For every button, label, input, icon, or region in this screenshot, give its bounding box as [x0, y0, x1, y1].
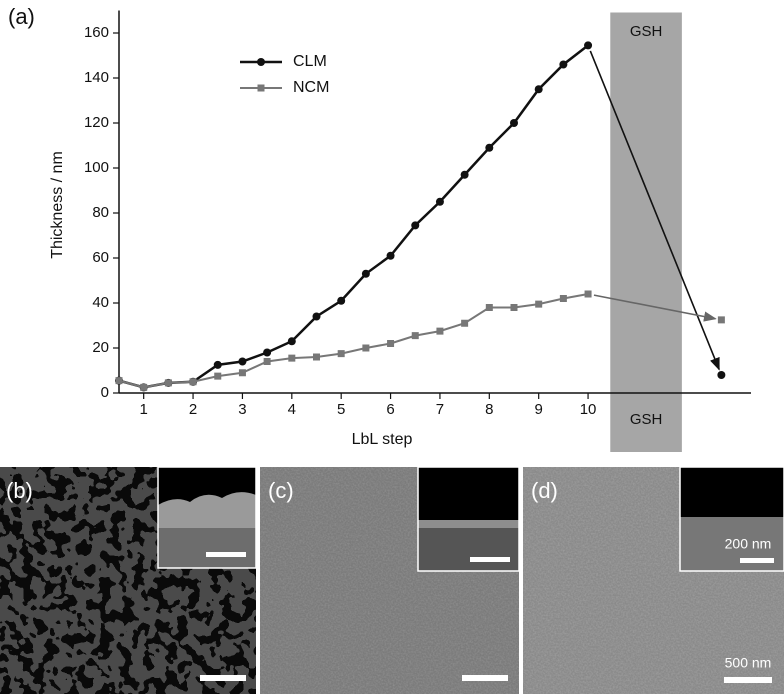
data-point — [717, 316, 725, 324]
panel-label: (a) — [8, 4, 35, 29]
y-axis-label: Thickness / nm — [49, 151, 66, 259]
data-point — [584, 290, 592, 298]
x-tick-label: 4 — [288, 401, 296, 418]
data-point — [288, 354, 296, 362]
data-point — [584, 41, 593, 50]
y-tick-label: 120 — [84, 114, 109, 131]
series-line — [118, 293, 589, 389]
data-point — [436, 327, 444, 335]
x-tick-label: 7 — [436, 401, 444, 418]
x-axis-label: LbL step — [352, 431, 413, 448]
legend-marker — [257, 58, 265, 66]
y-tick-label: 0 — [101, 384, 109, 401]
legend-marker — [257, 84, 265, 92]
data-point — [312, 312, 321, 321]
gsh-arrow — [589, 50, 720, 371]
data-point — [337, 350, 345, 358]
scale-label: 500 nm — [725, 655, 772, 671]
y-tick-label: 20 — [92, 339, 109, 356]
data-point — [238, 357, 247, 366]
x-tick-label: 8 — [485, 401, 493, 418]
panel-label: (c) — [268, 478, 294, 503]
legend-label: CLM — [293, 53, 327, 70]
data-point — [411, 332, 419, 340]
data-point — [140, 383, 148, 391]
y-tick-label: 40 — [92, 294, 109, 311]
panel-label: (b) — [6, 478, 33, 503]
gsh-arrow — [593, 294, 717, 322]
data-point — [238, 369, 246, 377]
sem-panel-c: (c) — [260, 466, 520, 694]
x-tick-label: 6 — [386, 401, 394, 418]
data-point — [362, 344, 370, 352]
x-tick-label: 10 — [580, 401, 597, 418]
y-tick-label: 60 — [92, 249, 109, 266]
gsh-band — [610, 12, 682, 452]
data-point — [287, 337, 296, 346]
x-tick-label: 3 — [238, 401, 246, 418]
data-point — [717, 371, 726, 379]
data-point — [337, 296, 346, 305]
data-point — [313, 353, 320, 361]
data-point — [534, 85, 543, 94]
data-point — [535, 300, 543, 308]
y-tick-label: 80 — [92, 204, 109, 221]
y-tick-label: 160 — [84, 24, 109, 41]
band-label: GSH — [630, 23, 663, 40]
series-line — [118, 44, 589, 389]
inset-scale-label: 200 nm — [725, 536, 772, 552]
data-point — [460, 170, 469, 179]
legend-label: NCM — [293, 79, 329, 96]
data-point — [164, 379, 172, 387]
data-point — [559, 295, 567, 302]
x-tick-label: 5 — [337, 401, 345, 418]
data-point — [214, 372, 222, 380]
data-point — [485, 304, 493, 311]
sem-panel-b: (b) — [0, 466, 257, 694]
data-point — [411, 221, 420, 230]
data-point — [435, 197, 444, 206]
data-point — [387, 340, 395, 347]
data-point — [189, 378, 197, 386]
sem-panel-d: 200 nm 500 nm (d) — [523, 466, 784, 694]
data-point — [510, 304, 518, 311]
data-point — [263, 358, 271, 365]
x-tick-label: 1 — [140, 401, 148, 418]
y-tick-label: 100 — [84, 159, 109, 176]
data-point — [115, 377, 123, 385]
data-point — [485, 143, 494, 152]
data-point — [461, 319, 469, 327]
data-point — [510, 119, 518, 127]
panel-label: (d) — [531, 478, 558, 503]
data-point — [559, 60, 568, 69]
data-point — [263, 348, 272, 357]
data-point — [213, 360, 222, 369]
band-label: GSH — [630, 411, 663, 428]
data-point — [361, 269, 370, 278]
x-tick-label: 2 — [189, 401, 197, 418]
x-tick-label: 9 — [535, 401, 543, 418]
y-tick-label: 140 — [84, 69, 109, 86]
chart: GSH GSH 0 20 40 60 80 100 120 140 160 1 2 3 4 5 6 7 8 9 10 CL… — [84, 10, 751, 452]
data-point — [386, 251, 395, 260]
